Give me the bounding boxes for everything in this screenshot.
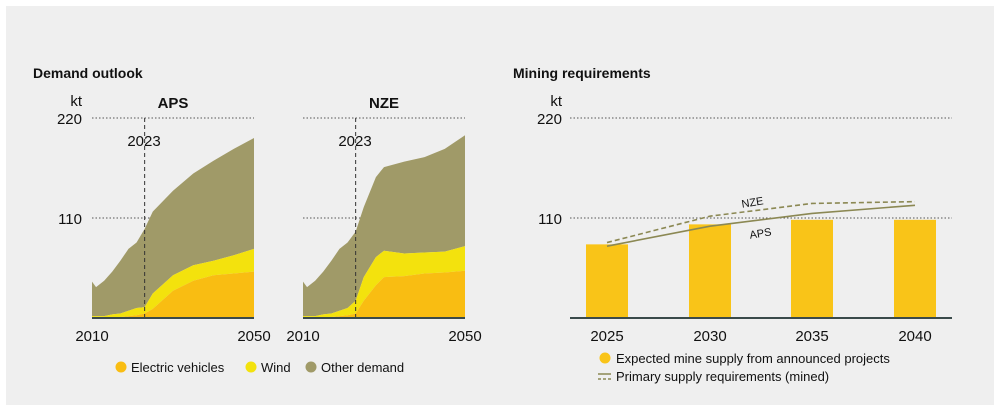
x-tick-2010-nze: 2010: [286, 328, 319, 345]
annotation-2023-nze: 2023: [338, 133, 371, 150]
x-tick-2025: 2025: [590, 328, 623, 345]
y-tick-110-mining: 110: [538, 211, 562, 228]
panel-aps: [92, 117, 254, 319]
bar-2040: [894, 219, 936, 318]
mining-title: Mining requirements: [513, 65, 651, 81]
legend-label-lines: Primary supply requirements (mined): [616, 369, 829, 384]
annotation-2023-aps: 2023: [127, 133, 160, 150]
area-wind: [92, 248, 254, 318]
line-nze: [606, 200, 916, 244]
legend-swatch-wind: [245, 361, 257, 373]
legend-label-other: Other demand: [321, 360, 404, 375]
y-tick-220-demand: 220: [57, 111, 82, 128]
x-tick-2010-aps: 2010: [75, 328, 108, 345]
panel-nze: [303, 117, 465, 319]
bar-2035: [791, 219, 833, 318]
line-label-aps: APS: [749, 226, 773, 241]
line-label-nze: NZE: [741, 195, 765, 210]
panel-title-aps: APS: [158, 95, 189, 112]
x-tick-2050-aps: 2050: [237, 328, 270, 345]
y-unit-demand: kt: [70, 93, 83, 110]
legend-label-ev: Electric vehicles: [131, 360, 225, 375]
demand-title: Demand outlook: [33, 65, 143, 81]
x-tick-2040: 2040: [898, 328, 931, 345]
legend-swatch-bars: [599, 352, 611, 364]
area-other-demand: [303, 135, 465, 317]
x-tick-2050-nze: 2050: [448, 328, 481, 345]
area-electric-vehicles: [303, 270, 465, 318]
x-tick-2035: 2035: [795, 328, 828, 345]
legend-label-wind: Wind: [261, 360, 291, 375]
y-tick-110-demand: 110: [58, 211, 82, 228]
y-unit-mining: kt: [550, 93, 563, 110]
x-tick-2030: 2030: [693, 328, 726, 345]
area-wind: [303, 246, 465, 318]
legend-swatch-ev: [115, 361, 127, 373]
y-tick-220-mining: 220: [537, 111, 562, 128]
mining-plot: [570, 117, 952, 319]
area-other-demand: [92, 138, 254, 317]
background: [6, 6, 994, 405]
panel-title-nze: NZE: [369, 95, 399, 112]
legend-swatch-other: [305, 361, 317, 373]
legend-label-bars: Expected mine supply from announced proj…: [616, 351, 890, 366]
area-electric-vehicles: [92, 271, 254, 318]
bar-2025: [586, 244, 628, 318]
line-aps: [606, 204, 916, 247]
bar-2030: [689, 224, 731, 318]
